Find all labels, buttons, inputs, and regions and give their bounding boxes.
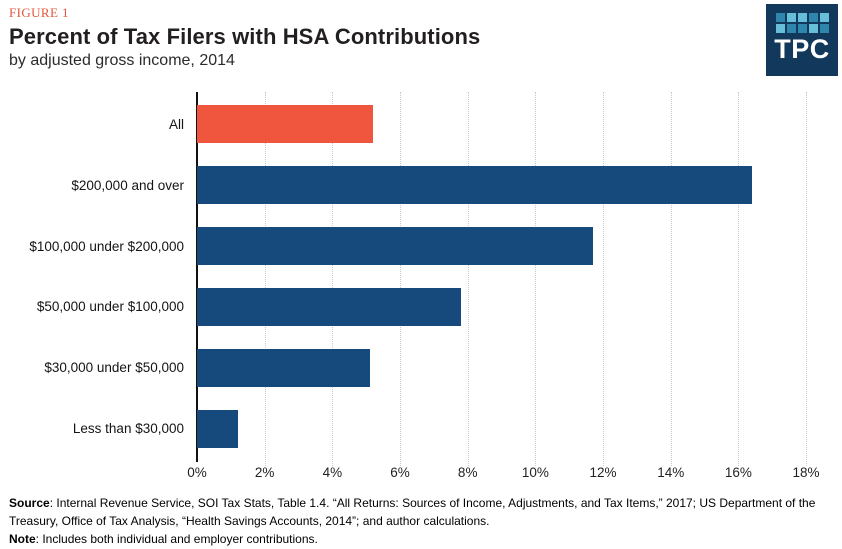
source-label: Source [9, 496, 50, 510]
chart-rows: All $200,000 and over $100,000 under $200,… [0, 94, 825, 459]
logo-square-icon [797, 24, 807, 33]
gridline [535, 92, 537, 466]
plot-area [197, 92, 825, 466]
gridline [806, 92, 808, 466]
page-subtitle: by adjusted gross income, 2014 [9, 52, 235, 69]
page-title: Percent of Tax Filers with HSA Contribut… [9, 24, 481, 49]
bar [197, 227, 593, 266]
source-body: : Internal Revenue Service, SOI Tax Stat… [9, 496, 816, 528]
chart-row: $200,000 and over [0, 155, 825, 216]
bar-track [197, 166, 825, 205]
x-tick-label: 4% [322, 465, 343, 480]
gridline [467, 92, 469, 466]
bar-track [197, 409, 825, 448]
bar [197, 166, 752, 205]
category-label: $100,000 under $200,000 [29, 238, 184, 254]
gridline [264, 92, 266, 466]
bar [197, 105, 373, 144]
x-tick-label: 2% [254, 465, 275, 480]
x-axis: 0% 2% 4% 6% 8% 10% 12% 14% 16% 18% [187, 465, 825, 485]
bar-chart: All $200,000 and over $100,000 under $200,… [0, 92, 842, 494]
logo-square-icon [808, 24, 818, 33]
bar-track [197, 227, 825, 266]
tpc-logo-grid-icon [775, 13, 829, 33]
chart-row: $30,000 under $50,000 [0, 337, 825, 398]
x-tick-label: 6% [390, 465, 410, 480]
logo-square-icon [786, 13, 796, 22]
bar-track [197, 348, 825, 387]
x-tick-label: 8% [457, 465, 478, 480]
category-label: $50,000 under $100,000 [36, 299, 184, 315]
footer: Source: Internal Revenue Service, SOI Ta… [9, 494, 837, 548]
gridline [332, 92, 334, 466]
gridline [400, 92, 402, 466]
x-tick-label: 16% [724, 465, 752, 480]
bar-track [197, 287, 825, 326]
chart-row: $100,000 under $200,000 [0, 216, 825, 277]
logo-square-icon [819, 13, 829, 22]
x-tick-label: 14% [657, 465, 685, 480]
chart-row: Less than $30,000 [0, 398, 825, 459]
x-tick-label: 10% [521, 465, 549, 480]
bar-track [197, 105, 825, 144]
logo-square-icon [786, 24, 796, 33]
note-text: Note: Includes both individual and emplo… [9, 530, 837, 548]
category-label: All [168, 116, 184, 132]
note-label: Note [9, 532, 36, 546]
bar [197, 348, 370, 387]
category-label: $30,000 under $50,000 [44, 360, 184, 376]
chart-row: All [0, 94, 825, 155]
gridline [670, 92, 672, 466]
tpc-logo-text: TPC [774, 34, 830, 64]
x-tick-label: 18% [792, 465, 820, 480]
gridline [738, 92, 740, 466]
logo-square-icon [819, 24, 829, 33]
x-tick-label: 0% [187, 465, 207, 480]
bar [197, 287, 461, 326]
tpc-logo: TPC [766, 4, 838, 76]
figure-label: FIGURE 1 [9, 5, 69, 20]
y-axis-line [196, 92, 198, 462]
category-label: $200,000 and over [71, 177, 184, 193]
logo-square-icon [808, 13, 818, 22]
bar [197, 409, 238, 448]
logo-square-icon [775, 13, 785, 22]
category-label: Less than $30,000 [72, 421, 184, 437]
gridline [603, 92, 605, 466]
logo-square-icon [775, 24, 785, 33]
source-text: Source: Internal Revenue Service, SOI Ta… [9, 494, 837, 530]
note-body: : Includes both individual and employer … [35, 532, 318, 546]
chart-row: $50,000 under $100,000 [0, 276, 825, 337]
header: FIGURE 1 Percent of Tax Filers with HSA … [9, 5, 480, 70]
logo-square-icon [797, 13, 807, 22]
x-tick-label: 12% [589, 465, 617, 480]
